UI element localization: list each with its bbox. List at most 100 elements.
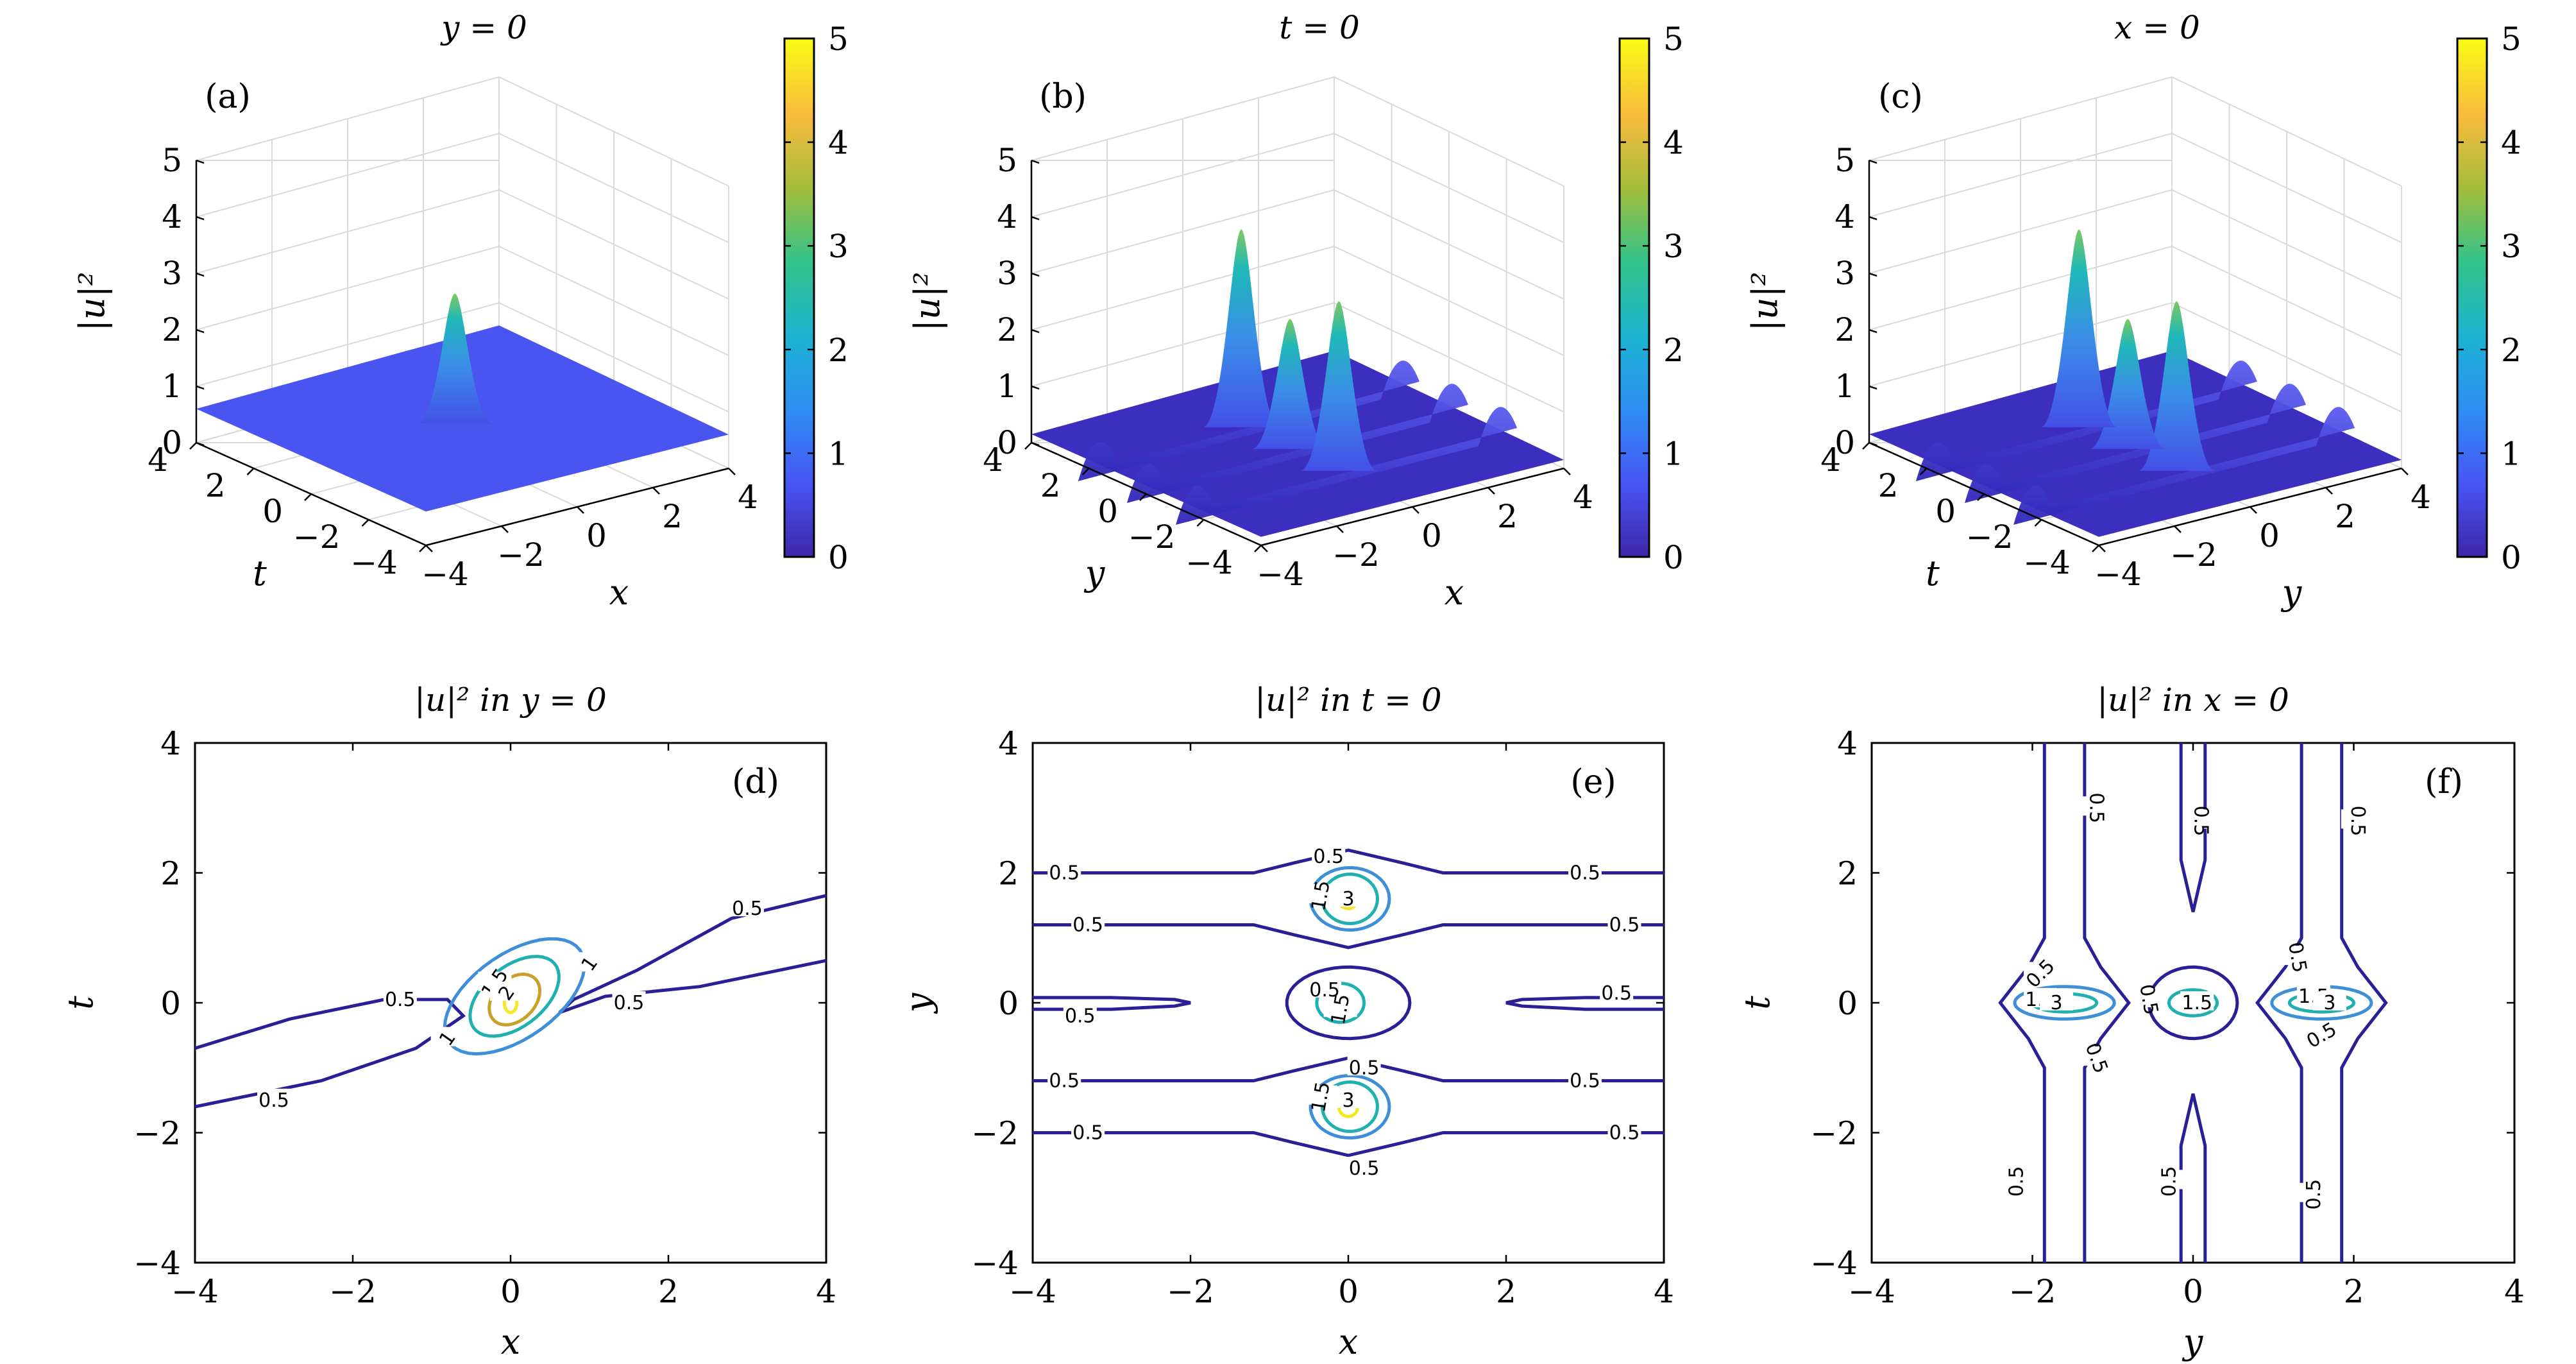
colorbar-tick-label: 1 [1663, 435, 1684, 472]
z-axis-label: |u|² [907, 272, 947, 332]
surface-ridge [1176, 407, 1518, 525]
y-tick-label: −2 [1128, 518, 1176, 556]
contour-label-bg [430, 1027, 464, 1046]
contour-label-bg [1071, 1121, 1105, 1141]
y-axis-label: t [1737, 996, 1777, 1010]
contour-line [1321, 1080, 1380, 1134]
contour-label-bg [2180, 991, 2214, 1010]
colorbar-tick-label: 5 [828, 21, 849, 58]
x-tick [1487, 487, 1495, 495]
x-tick-label: −2 [2170, 536, 2217, 574]
colorbar-tick-label: 5 [1663, 21, 1684, 58]
surface-peak [1251, 319, 1329, 449]
y-tick [1024, 442, 1032, 450]
colorbar-tick-label: 2 [1663, 332, 1684, 369]
y-tick [361, 519, 369, 527]
contour-label-bg [383, 987, 417, 1007]
contour-label: 0.5 [1313, 846, 1344, 868]
z-tick [196, 385, 205, 390]
contour-label-bg [1568, 1069, 1602, 1089]
y-tick-label: 4 [983, 441, 1003, 479]
x-tick-label: 2 [662, 498, 682, 535]
x-tick [2098, 545, 2106, 552]
colorbar-tick-label: 1 [2501, 435, 2521, 472]
contour-line [1033, 996, 1191, 1011]
contour-label-bg [2024, 962, 2058, 982]
x-tick-label: −2 [1332, 536, 1380, 574]
panel-label: (b) [1039, 78, 1087, 116]
colorbar-tick-label: 3 [828, 228, 849, 265]
contour-label: 3 [2323, 992, 2335, 1014]
contour-label: 3 [2051, 992, 2063, 1014]
contour-line [1309, 1073, 1391, 1140]
x-tick [2250, 506, 2257, 514]
contour-label-bg [2296, 1182, 2330, 1202]
x-tick [1563, 468, 1571, 475]
surface-ridge [1965, 384, 2306, 503]
z-tick [1868, 328, 1877, 334]
colorbar-tick-label: 3 [2501, 228, 2521, 265]
y-tick [1862, 442, 1870, 450]
contour-label-bg [1323, 998, 1357, 1018]
z-axis-label: |u|² [72, 272, 112, 332]
x-tick-label: −2 [2009, 1273, 2056, 1310]
contour-line [468, 955, 561, 1038]
z-tick [1031, 328, 1040, 334]
panel-title: |u|² in y = 0 [414, 681, 607, 719]
x-tick-label: −2 [329, 1273, 377, 1310]
contour-label: 0.5 [1570, 862, 1600, 885]
contour-label: 0.5 [1049, 862, 1080, 885]
contour-label-bg [1312, 845, 1346, 865]
colorbar-tick-label: 2 [2501, 332, 2521, 369]
contour-label: 0.5 [1349, 1057, 1380, 1079]
z-tick-label: 1 [1835, 368, 1855, 405]
contour-line [1033, 923, 1664, 950]
z-tick [196, 328, 205, 334]
y-axis-label: t [253, 553, 267, 593]
surface-peak [416, 293, 494, 424]
y-axis-label: t [1926, 553, 1940, 593]
contour-label: 0.5 [2303, 1018, 2341, 1053]
x-tick-label: −4 [421, 556, 469, 593]
x-tick [1336, 525, 1344, 533]
contour-label-bg [1568, 861, 1602, 881]
surface-ridge [1078, 361, 1419, 481]
contour-line [1505, 996, 1664, 1011]
contour-label-bg [1347, 1056, 1381, 1076]
colorbar-tick-label: 0 [2501, 539, 2521, 576]
x-tick-label: −4 [1009, 1273, 1056, 1310]
x-tick-label: 2 [658, 1273, 679, 1310]
z-tick [196, 159, 205, 164]
z-tick [1031, 216, 1040, 221]
contour-label: 0.5 [2284, 941, 2311, 975]
x-tick [1260, 545, 1268, 552]
contour-label: 0.5 [1049, 1070, 1080, 1093]
x-tick [2401, 468, 2409, 475]
y-tick-label: 0 [1837, 985, 1858, 1022]
panel-label: (e) [1570, 763, 1616, 801]
contour-label: 0.5 [1065, 1005, 1096, 1027]
x-axis-label: x [1445, 572, 1464, 613]
y-tick [2034, 519, 2042, 527]
x-tick-label: −2 [497, 536, 545, 574]
colorbar-tick-label: 4 [828, 124, 849, 162]
colorbar [783, 37, 815, 558]
x-tick [728, 468, 736, 475]
y-tick-label: 2 [1040, 467, 1061, 504]
surface-peak [1300, 301, 1378, 471]
z-tick-label: 5 [997, 142, 1017, 179]
x-tick-label: 4 [816, 1273, 836, 1310]
z-axis-label: |u|² [1745, 272, 1785, 332]
contour-label-bg [2132, 987, 2166, 1007]
y-tick-label: −2 [293, 518, 341, 556]
y-tick-label: 2 [1878, 467, 1899, 504]
contour-label: 1.5 [2182, 992, 2212, 1014]
contour-label-bg [2312, 991, 2346, 1010]
contour-label-bg [1047, 861, 1081, 881]
contour-panel-f: |u|² in x = 0 −4 −2 0 2 4 −4 −2 0 2 4 y t (f) 0.5 0.5 0.… [1737, 681, 2525, 1362]
contour-label: 0.5 [1570, 1070, 1600, 1093]
surface-peak [2138, 301, 2216, 471]
